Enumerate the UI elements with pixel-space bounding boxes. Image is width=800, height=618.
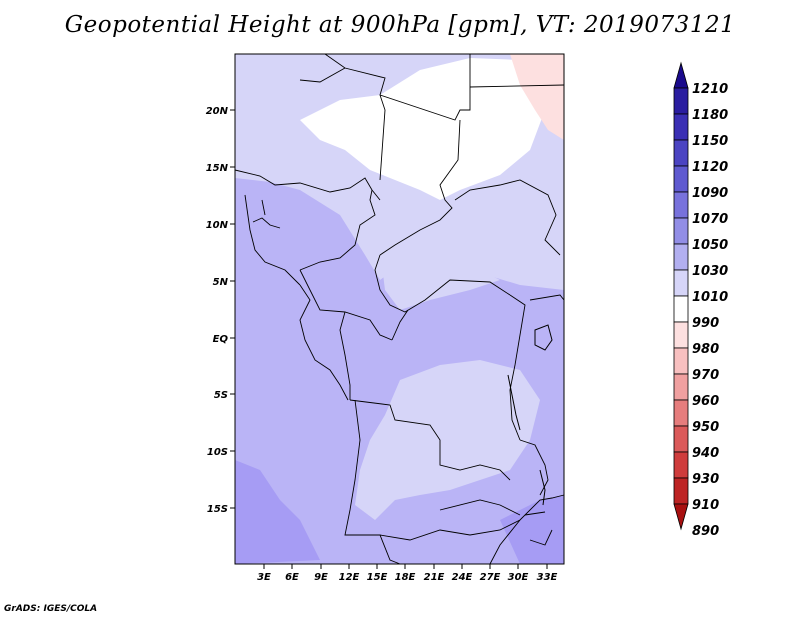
lon-label: 18E [395, 572, 416, 583]
field-deep-se [500, 495, 564, 564]
colorbar-label: 960 [692, 394, 719, 409]
lat-label: 20N [206, 106, 229, 117]
colorbar-label: 1180 [692, 108, 728, 123]
colorbar-cell [673, 347, 689, 375]
colorbar-cell [673, 191, 689, 219]
colorbar-label: 1050 [692, 238, 728, 253]
colorbar-label: 980 [692, 342, 719, 357]
lat-label: 15S [207, 504, 228, 515]
colorbar-label: 890 [692, 524, 719, 539]
lon-label: 21E [424, 572, 445, 583]
colorbar-arrow-bottom [673, 503, 689, 531]
axis-ticks [230, 109, 548, 569]
lon-label: 30E [508, 572, 529, 583]
lake-malawi [539, 469, 546, 506]
footer-credit: GrADS: IGES/COLA [4, 604, 98, 614]
lat-label: 5N [213, 277, 229, 288]
colorbar-cell [673, 113, 689, 141]
lon-label: 6E [285, 572, 299, 583]
lat-label: 10N [206, 220, 229, 231]
colorbar-label: 1210 [692, 82, 728, 97]
colorbar-cell [673, 269, 689, 297]
lat-labels: 20N 15N 10N 5N EQ 5S 10S 15S [206, 106, 229, 515]
colorbar-label: 1120 [692, 160, 728, 175]
country-borders [234, 53, 565, 565]
colorbar-label: 990 [692, 316, 719, 331]
colorbar-cell [673, 373, 689, 401]
field-white-east [470, 180, 564, 255]
colorbar-cell [673, 217, 689, 245]
colorbar-label: 930 [692, 472, 719, 487]
colorbar-cell [673, 425, 689, 453]
colorbar-label: 1070 [692, 212, 728, 227]
colorbar-cell [673, 477, 689, 505]
colorbar-cell [673, 295, 689, 323]
field-pink-ne [510, 54, 564, 140]
lon-label: 33E [537, 572, 558, 583]
colorbar-cell [673, 399, 689, 427]
colorbar-label: 1030 [692, 264, 728, 279]
colorbar-label: 910 [692, 498, 719, 513]
lon-label: 27E [480, 572, 501, 583]
lake-tanganyika [507, 374, 521, 431]
colorbar-label: 970 [692, 368, 719, 383]
lake-victoria [534, 324, 553, 351]
lat-label: EQ [213, 334, 229, 345]
lon-label: 3E [257, 572, 271, 583]
colorbar-label: 940 [692, 446, 719, 461]
colorbar-label: 1090 [692, 186, 728, 201]
field-light-center [380, 245, 500, 310]
colorbar-cell [673, 87, 689, 115]
colorbar-label: 1010 [692, 290, 728, 305]
lon-label: 24E [452, 572, 473, 583]
lon-labels: 3E 6E 9E 12E 15E 18E 21E 24E 27E 30E 33E [257, 572, 557, 583]
colorbar-cell [673, 243, 689, 271]
field-white-north [300, 58, 545, 200]
lat-label: 10S [207, 447, 228, 458]
chart-title: Geopotential Height at 900hPa [gpm], VT:… [64, 12, 736, 38]
lakes [507, 324, 553, 516]
lon-label: 12E [339, 572, 360, 583]
colorbar-arrow-top [673, 61, 689, 89]
field-light-south [355, 360, 540, 520]
lon-label: 15E [367, 572, 388, 583]
lake-kariba [524, 511, 546, 516]
lon-label: 9E [314, 572, 328, 583]
colorbar-cell [673, 165, 689, 193]
colorbar-label: 1150 [692, 134, 728, 149]
lat-label: 15N [206, 163, 229, 174]
colorbar-cell [673, 321, 689, 349]
colorbar-label: 950 [692, 420, 719, 435]
colorbar-cell [673, 451, 689, 479]
field-deep-sw [235, 460, 320, 564]
lat-label: 5S [214, 390, 228, 401]
colorbar-cell [673, 139, 689, 167]
